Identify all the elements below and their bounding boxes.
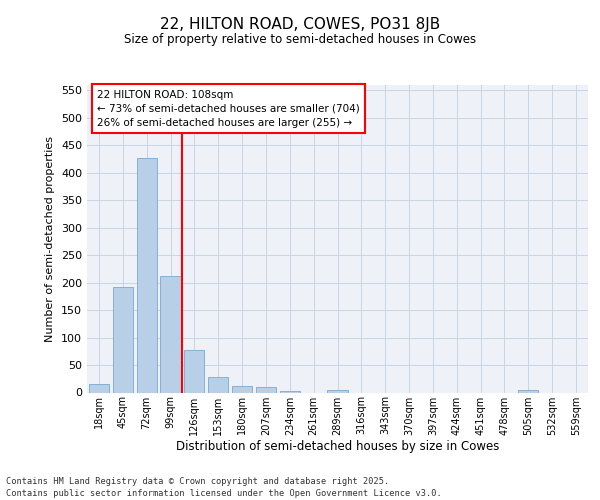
Bar — [160, 276, 181, 392]
Bar — [137, 158, 157, 392]
Bar — [208, 377, 229, 392]
Bar — [280, 391, 300, 392]
Text: Contains HM Land Registry data © Crown copyright and database right 2025.
Contai: Contains HM Land Registry data © Crown c… — [6, 476, 442, 498]
Bar — [518, 390, 538, 392]
Bar — [328, 390, 347, 392]
Bar — [232, 386, 252, 392]
Bar — [113, 286, 133, 393]
Bar — [184, 350, 205, 393]
X-axis label: Distribution of semi-detached houses by size in Cowes: Distribution of semi-detached houses by … — [176, 440, 499, 453]
Bar — [89, 384, 109, 392]
Text: Size of property relative to semi-detached houses in Cowes: Size of property relative to semi-detach… — [124, 34, 476, 46]
Text: 22, HILTON ROAD, COWES, PO31 8JB: 22, HILTON ROAD, COWES, PO31 8JB — [160, 18, 440, 32]
Text: 22 HILTON ROAD: 108sqm
← 73% of semi-detached houses are smaller (704)
26% of se: 22 HILTON ROAD: 108sqm ← 73% of semi-det… — [97, 90, 360, 128]
Bar — [256, 387, 276, 392]
Y-axis label: Number of semi-detached properties: Number of semi-detached properties — [46, 136, 55, 342]
